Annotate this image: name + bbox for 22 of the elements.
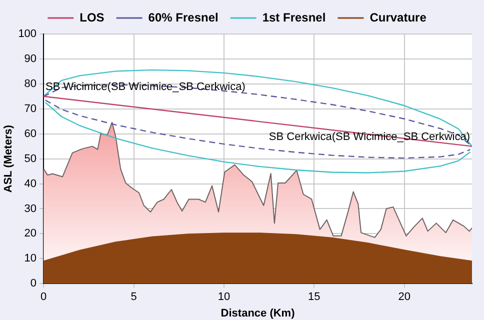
y-tick-label: 10 bbox=[24, 252, 37, 265]
x-axis-title: Distance (Km) bbox=[220, 307, 296, 320]
legend-label: 1st Fresnel bbox=[262, 10, 326, 24]
x-tick-label: 20 bbox=[398, 291, 410, 304]
y-tick-label: 0 bbox=[30, 278, 37, 290]
legend-label: 60% Fresnel bbox=[148, 10, 218, 24]
y-tick-label: 20 bbox=[24, 228, 37, 240]
legend-label: Curvature bbox=[370, 10, 427, 24]
y-tick-label: 30 bbox=[24, 202, 37, 215]
legend-label: LOS bbox=[80, 10, 104, 24]
y-tick-label: 70 bbox=[24, 102, 37, 115]
y-axis-title: ASL (Meters) bbox=[2, 124, 15, 193]
y-tick-label: 80 bbox=[24, 78, 37, 90]
x-tick-label: 5 bbox=[130, 291, 137, 304]
x-tick-label: 10 bbox=[218, 291, 230, 304]
y-tick-label: 50 bbox=[24, 152, 37, 165]
y-tick-label: 100 bbox=[18, 28, 37, 40]
y-tick-label: 60 bbox=[24, 128, 37, 140]
y-tick-label: 90 bbox=[24, 52, 37, 65]
x-tick-label: 15 bbox=[308, 291, 320, 304]
y-tick-label: 40 bbox=[24, 178, 37, 190]
x-tick-label: 0 bbox=[40, 291, 47, 304]
